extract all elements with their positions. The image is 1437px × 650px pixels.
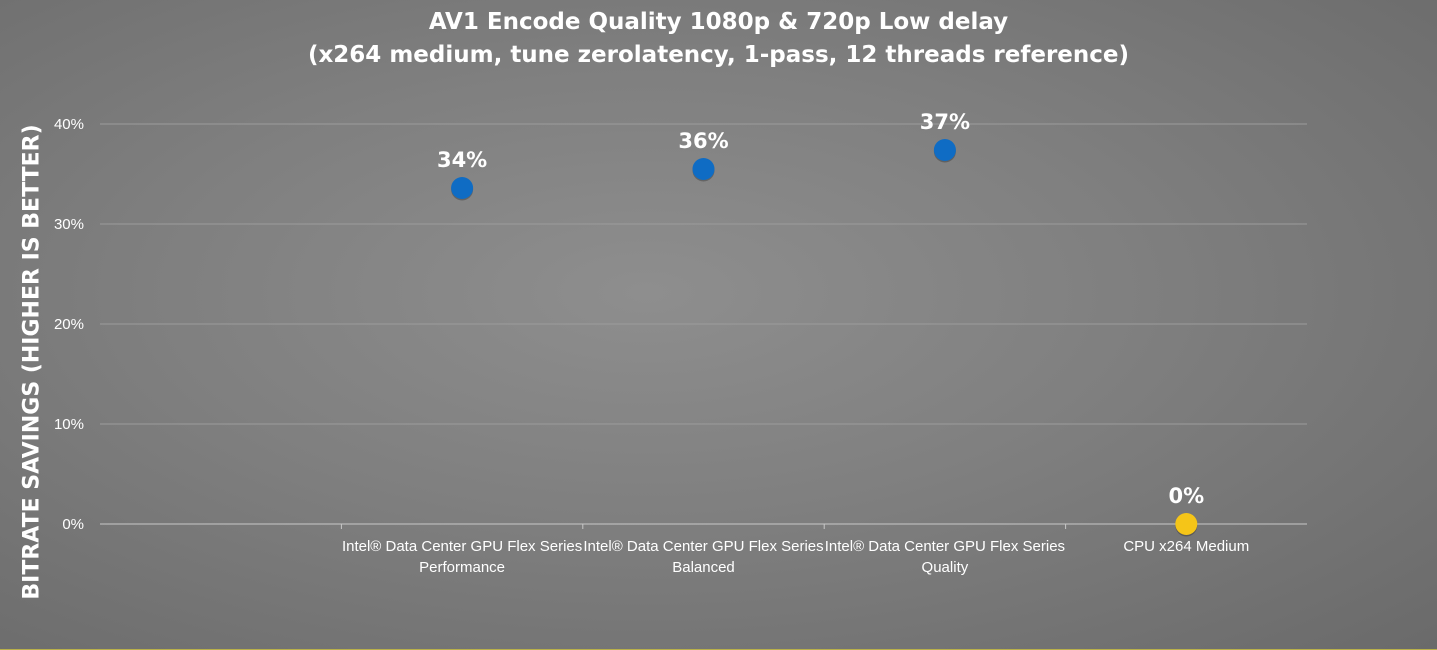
chart-title-line1: AV1 Encode Quality 1080p & 720p Low dela…: [428, 9, 1009, 35]
x-tick-label: Performance: [419, 559, 505, 576]
data-point: [1175, 513, 1198, 535]
data-point: [451, 177, 474, 199]
x-tick-label: Intel® Data Center GPU Flex Series: [825, 538, 1065, 555]
x-tick-label: Intel® Data Center GPU Flex Series: [583, 538, 823, 555]
chart-title: AV1 Encode Quality 1080p & 720p Low dela…: [0, 6, 1437, 72]
data-point: [692, 158, 715, 180]
data-label: 34%: [437, 148, 487, 172]
x-tick-label: Balanced: [672, 559, 735, 576]
data-label: 36%: [678, 129, 728, 153]
data-point: [933, 139, 956, 161]
y-tick-label: 40%: [54, 116, 84, 133]
y-tick-label: 30%: [54, 216, 84, 233]
x-tick-label: CPU x264 Medium: [1123, 538, 1249, 555]
x-tick-label: Intel® Data Center GPU Flex Series: [342, 538, 582, 555]
chart-subtitle: (x264 medium, tune zerolatency, 1-pass, …: [307, 42, 1130, 68]
data-label: 0%: [1168, 484, 1204, 508]
y-tick-label: 10%: [54, 416, 84, 433]
x-tick-label: Quality: [922, 559, 969, 576]
data-label: 37%: [920, 110, 970, 134]
y-tick-label: 20%: [54, 316, 84, 333]
y-tick-label: 0%: [62, 516, 84, 533]
